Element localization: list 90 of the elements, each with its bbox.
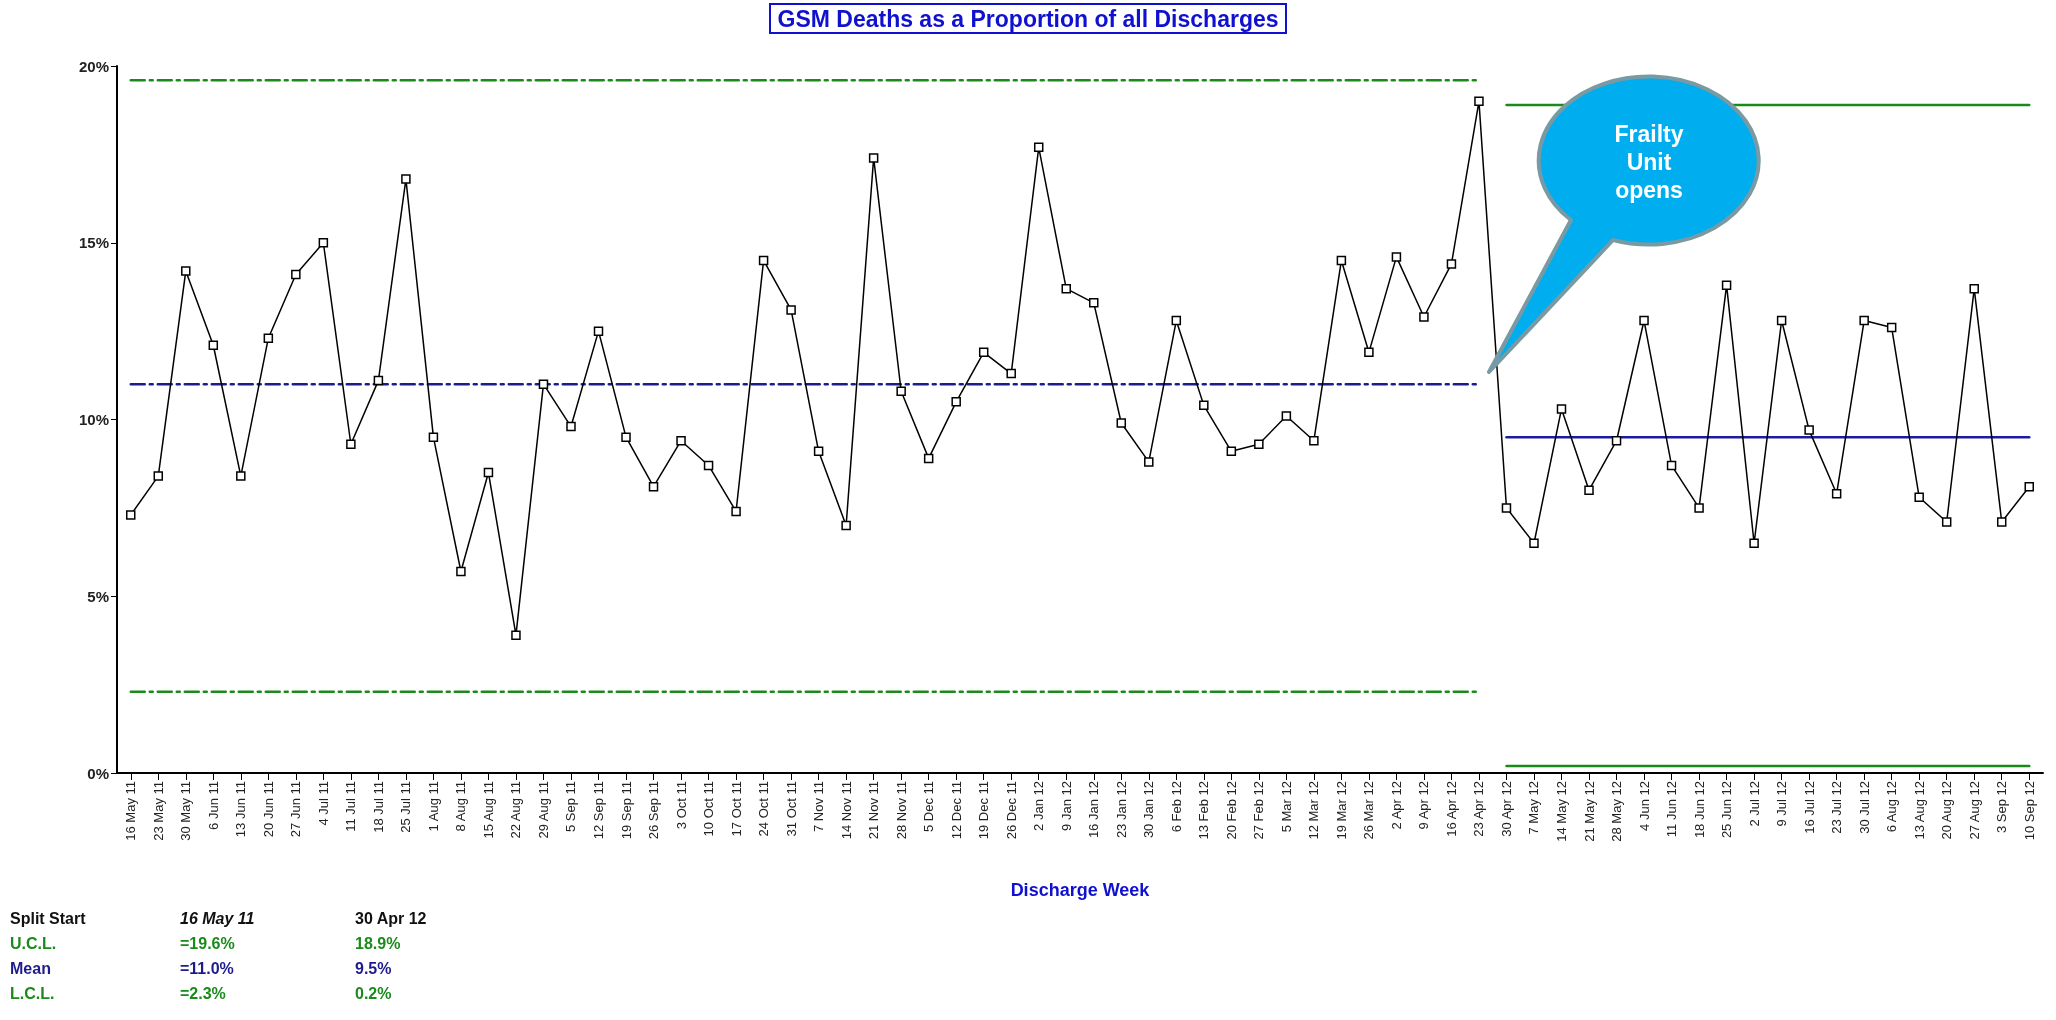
x-tick-label: 5 Mar 12 bbox=[1278, 781, 1294, 833]
x-tick-label: 13 Feb 12 bbox=[1196, 781, 1212, 840]
x-tick-label: 19 Sep 11 bbox=[618, 781, 634, 840]
x-tick-label: 21 May 12 bbox=[1581, 781, 1597, 842]
x-tick-label: 2 Apr 12 bbox=[1388, 781, 1404, 830]
x-tick-label: 29 Aug 11 bbox=[535, 781, 551, 839]
x-tick-label: 16 Apr 12 bbox=[1443, 781, 1459, 837]
x-tick-label: 14 Nov 11 bbox=[838, 781, 854, 840]
x-tick-label: 16 Jan 12 bbox=[1086, 781, 1102, 839]
x-tick-label: 11 Jun 12 bbox=[1664, 781, 1680, 838]
x-tick-label: 9 Apr 12 bbox=[1416, 781, 1432, 830]
text: =19.6% bbox=[180, 934, 236, 954]
text: =11.0% bbox=[180, 959, 235, 979]
x-tick-label: 3 Oct 11 bbox=[673, 781, 689, 830]
x-tick-label: 28 Nov 11 bbox=[893, 781, 909, 840]
x-tick-label: 6 Feb 12 bbox=[1168, 781, 1184, 833]
text: 30 Apr 12 bbox=[355, 909, 427, 929]
x-tick-label: 20 Jun 11 bbox=[260, 781, 276, 838]
x-tick-label: 27 Feb 12 bbox=[1251, 781, 1267, 840]
y-tick-label: 10% bbox=[78, 411, 109, 428]
x-tick-label: 12 Sep 11 bbox=[591, 781, 606, 840]
x-tick-label: 26 Mar 12 bbox=[1361, 781, 1377, 840]
x-tick-label: 28 May 12 bbox=[1609, 781, 1625, 842]
x-tick-label: 11 Jul 11 bbox=[343, 781, 359, 832]
text: 16 May 11 bbox=[180, 909, 256, 929]
x-tick-label: 27 Jun 11 bbox=[288, 781, 304, 838]
x-tick-label: 13 Jun 11 bbox=[233, 781, 249, 838]
x-tick-label: 23 Jul 12 bbox=[1829, 781, 1845, 834]
x-axis-title: Discharge Week bbox=[1010, 880, 1151, 900]
text: Mean bbox=[10, 959, 52, 979]
x-tick-label: 27 Aug 12 bbox=[1966, 781, 1982, 840]
x-tick-label: 3 Sep 12 bbox=[1994, 781, 2010, 834]
x-tick-label: 30 Jul 12 bbox=[1856, 781, 1872, 834]
x-tick-label: 24 Oct 11 bbox=[756, 781, 772, 837]
x-tick-label: 6 Aug 12 bbox=[1884, 781, 1900, 833]
annotation: Frailty Unit opens bbox=[1613, 120, 1685, 204]
x-tick-label: 4 Jun 12 bbox=[1636, 781, 1652, 831]
x-tick-label: 1 Aug 11 bbox=[425, 781, 441, 832]
x-tick-label: 18 Jul 11 bbox=[370, 781, 386, 833]
x-tick-label: 4 Jul 11 bbox=[315, 781, 331, 826]
text: 0.2% bbox=[355, 984, 393, 1004]
text: =2.3% bbox=[180, 984, 227, 1004]
text: 18.9% bbox=[355, 934, 402, 954]
x-tick-label: 16 May 11 bbox=[123, 781, 139, 841]
x-tick-label: 6 Jun 11 bbox=[205, 781, 221, 830]
x-tick-label: 9 Jan 12 bbox=[1058, 781, 1074, 831]
x-tick-label: 9 Jul 12 bbox=[1774, 781, 1790, 827]
x-tick-label: 22 Aug 11 bbox=[508, 781, 524, 839]
x-tick-label: 30 May 11 bbox=[178, 781, 194, 841]
x-tick-label: 13 Aug 12 bbox=[1911, 781, 1927, 840]
text: 9.5% bbox=[355, 959, 393, 979]
x-tick-label: 7 May 12 bbox=[1526, 781, 1542, 835]
x-tick-label: 16 Jul 12 bbox=[1801, 781, 1817, 834]
x-tick-label: 17 Oct 11 bbox=[728, 781, 744, 837]
x-tick-label: 19 Mar 12 bbox=[1333, 781, 1349, 840]
x-tick-label: 10 Sep 12 bbox=[2021, 781, 2037, 841]
x-tick-label: 20 Aug 12 bbox=[1939, 781, 1955, 840]
text: L.C.L. bbox=[10, 984, 56, 1004]
x-tick-label: 5 Dec 11 bbox=[921, 781, 937, 833]
x-tick-label: 12 Mar 12 bbox=[1306, 781, 1322, 840]
text: Split Start bbox=[10, 909, 87, 929]
x-tick-label: 23 Apr 12 bbox=[1471, 781, 1487, 837]
chart-title: GSM Deaths as a Proportion of all Discharges bbox=[777, 5, 1279, 32]
x-tick-label: 30 Jan 12 bbox=[1141, 781, 1157, 839]
x-tick-label: 18 Jun 12 bbox=[1691, 781, 1707, 839]
y-tick-label: 15% bbox=[78, 234, 109, 252]
x-tick-label: 2 Jul 12 bbox=[1746, 781, 1762, 827]
x-tick-label: 26 Sep 11 bbox=[646, 781, 662, 840]
y-tick-label: 5% bbox=[87, 587, 109, 605]
x-tick-label: 2 Jan 12 bbox=[1031, 781, 1047, 831]
y-tick-label: 0% bbox=[87, 764, 109, 782]
x-tick-label: 14 May 12 bbox=[1554, 781, 1569, 842]
x-tick-label: 15 Aug 11 bbox=[480, 781, 496, 839]
x-tick-label: 12 Dec 11 bbox=[948, 781, 964, 840]
x-tick-label: 21 Nov 11 bbox=[866, 781, 882, 840]
x-tick-label: 25 Jun 12 bbox=[1719, 781, 1735, 839]
x-tick-label: 8 Aug 11 bbox=[453, 781, 469, 832]
x-tick-label: 19 Dec 11 bbox=[976, 781, 992, 840]
x-tick-label: 31 Oct 11 bbox=[783, 781, 799, 837]
x-tick-label: 23 May 11 bbox=[150, 781, 166, 841]
x-tick-label: 7 Nov 11 bbox=[811, 781, 827, 833]
x-tick-label: 26 Dec 11 bbox=[1003, 781, 1019, 840]
x-tick-label: 10 Oct 11 bbox=[701, 781, 717, 837]
x-tick-label: 25 Jul 11 bbox=[398, 781, 414, 833]
x-tick-label: 5 Sep 11 bbox=[563, 781, 579, 833]
text: U.C.L. bbox=[10, 934, 58, 954]
x-tick-label: 23 Jan 12 bbox=[1113, 781, 1129, 839]
x-tick-label: 30 Apr 12 bbox=[1498, 781, 1514, 837]
y-tick-label: 20% bbox=[78, 57, 109, 75]
x-tick-label: 20 Feb 12 bbox=[1223, 781, 1239, 840]
